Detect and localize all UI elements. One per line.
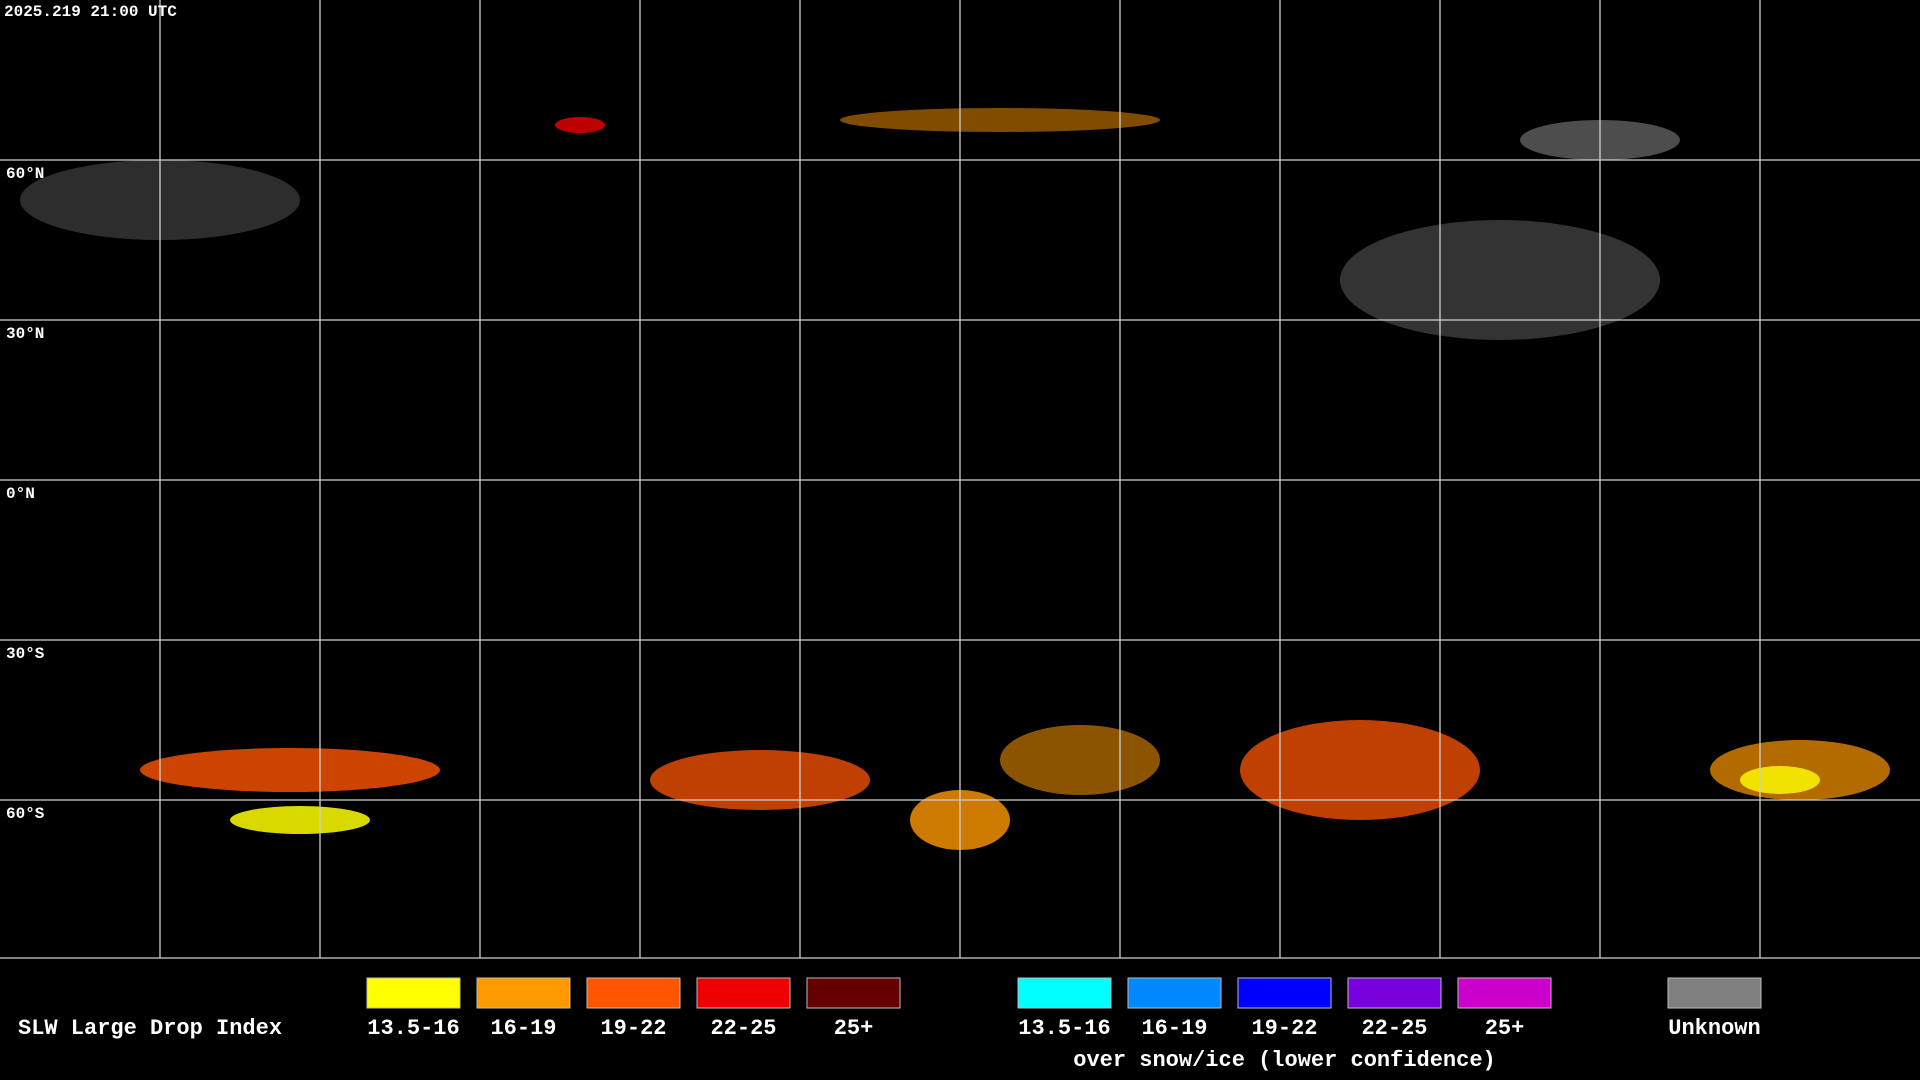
latitude-label: 30°N	[6, 325, 44, 343]
cloud-patch	[1240, 720, 1480, 820]
latitude-label: 60°N	[6, 165, 44, 183]
cloud-patch	[1740, 766, 1820, 794]
legend-label: 13.5-16	[1018, 1016, 1110, 1041]
legend-swatch	[1017, 977, 1112, 1009]
legend-caption: over snow/ice (lower confidence)	[1073, 1048, 1495, 1073]
legend-swatch	[1347, 977, 1442, 1009]
cloud-patch	[140, 748, 440, 792]
latitude-label: 30°S	[6, 645, 45, 663]
cloud-patch	[650, 750, 870, 810]
legend-swatch	[476, 977, 571, 1009]
legend-title: SLW Large Drop Index	[18, 1016, 282, 1041]
legend-swatch	[696, 977, 791, 1009]
legend-label: 16-19	[1141, 1016, 1207, 1041]
legend-swatch	[1667, 977, 1762, 1009]
legend-swatch	[1457, 977, 1552, 1009]
cloud-patch	[230, 806, 370, 834]
legend-swatch	[1127, 977, 1222, 1009]
legend: SLW Large Drop Index 13.5-16 16-19 19-22 22…	[18, 977, 1762, 1073]
cloud-patch	[840, 108, 1160, 132]
legend-label: 19-22	[1251, 1016, 1317, 1041]
cloud-patch	[1000, 725, 1160, 795]
graticule	[0, 0, 1920, 958]
legend-swatch	[1237, 977, 1332, 1009]
cloud-patch	[1340, 220, 1660, 340]
legend-swatch	[806, 977, 901, 1009]
legend-swatch	[366, 977, 461, 1009]
latitude-label: 0°N	[6, 485, 35, 503]
legend-label: 16-19	[490, 1016, 556, 1041]
cloud-patch	[555, 117, 605, 133]
legend-label: 25+	[834, 1016, 874, 1041]
legend-label: 22-25	[710, 1016, 776, 1041]
latitude-labels: 60°N 30°N 0°N 30°S 60°S	[6, 165, 45, 823]
legend-label: 25+	[1485, 1016, 1525, 1041]
legend-label: Unknown	[1668, 1016, 1760, 1041]
legend-swatch	[586, 977, 681, 1009]
legend-label: 22-25	[1361, 1016, 1427, 1041]
latitude-label: 60°S	[6, 805, 45, 823]
legend-label: 19-22	[600, 1016, 666, 1041]
legend-label: 13.5-16	[367, 1016, 459, 1041]
timestamp: 2025.219 21:00 UTC	[4, 3, 177, 21]
